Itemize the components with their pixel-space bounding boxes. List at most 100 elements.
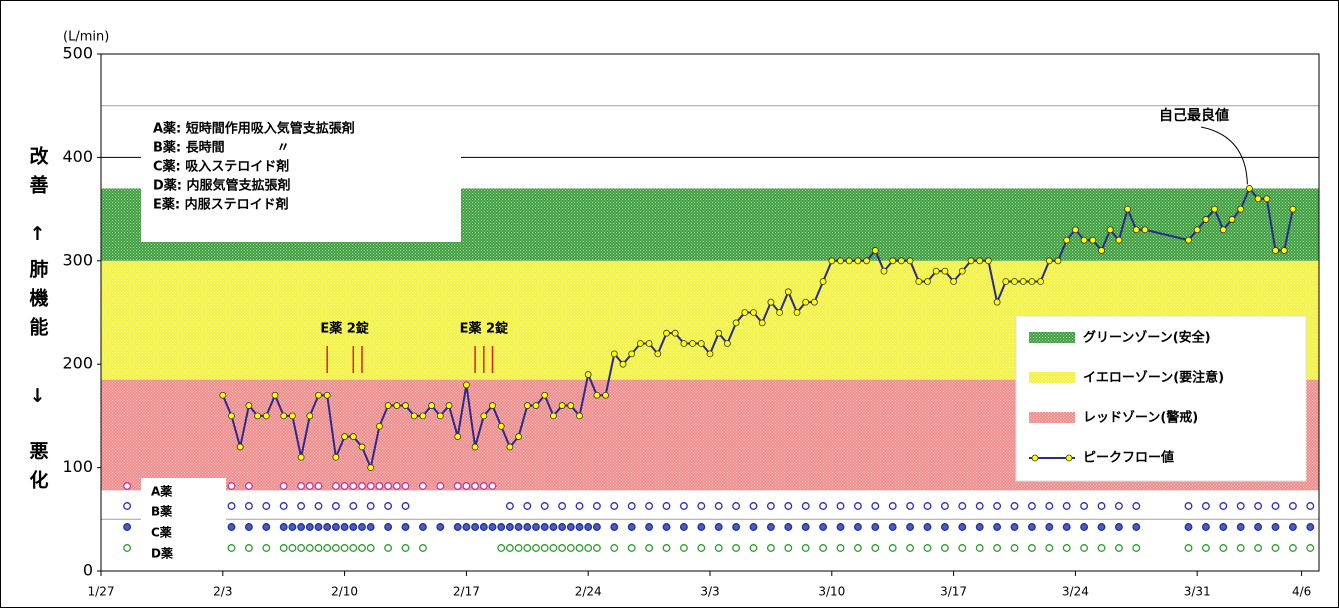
medication-dot [1097, 502, 1106, 510]
series-marker [1028, 278, 1036, 285]
medication-dot [714, 544, 723, 552]
medication-dot [1201, 502, 1210, 510]
medication-dot [801, 523, 810, 531]
medication-dot [479, 523, 488, 531]
x-tick-label: 2/17 [453, 585, 480, 599]
medication-dot [523, 544, 532, 552]
medication-dot [697, 523, 706, 531]
medication-dot [784, 544, 793, 552]
series-marker [950, 278, 957, 285]
medication-dot [923, 502, 932, 510]
medication-dot [1219, 502, 1228, 510]
series-marker [645, 340, 653, 347]
series-marker [697, 340, 705, 347]
series-marker [915, 278, 923, 285]
medication-dot [331, 544, 340, 552]
medication-dot [923, 523, 932, 531]
medication-dot [819, 544, 828, 552]
medication-dot [558, 523, 567, 531]
medication-dot [662, 502, 671, 510]
legend-label: レッドゾーン(警戒) [1083, 410, 1198, 426]
medication-dot [871, 523, 880, 531]
medication-dot [244, 523, 253, 531]
series-marker [297, 453, 305, 461]
medication-dot [1045, 523, 1054, 531]
medication-dot [297, 523, 306, 531]
y-tick-label: 0 [83, 561, 93, 580]
medication-dot [1080, 502, 1089, 510]
series-marker [1002, 278, 1010, 285]
medication-dot [1254, 523, 1263, 531]
series-marker [523, 402, 531, 409]
medication-dot [1306, 544, 1315, 552]
series-marker [323, 391, 331, 399]
series-marker [985, 257, 992, 265]
medication-dot [540, 544, 549, 552]
medication-dot [323, 523, 332, 531]
y-tick-label: 200 [62, 354, 93, 373]
series-marker [489, 402, 496, 409]
medication-dot [1288, 544, 1297, 552]
medication-dot [523, 523, 532, 531]
medication-dot [1132, 523, 1141, 531]
series-marker [358, 443, 366, 451]
medication-dot [505, 544, 514, 552]
medication-dot [853, 544, 862, 552]
series-marker [828, 257, 836, 265]
series-marker [880, 267, 888, 275]
series-marker [306, 412, 314, 420]
medication-dot [505, 523, 514, 531]
series-marker [750, 309, 757, 316]
series-marker [332, 453, 340, 461]
medication-dot [1062, 523, 1071, 531]
series-marker [1037, 278, 1044, 285]
medication-dot [575, 523, 584, 531]
medication-dot [401, 482, 410, 490]
series-marker [1124, 205, 1131, 213]
medication-dot [1306, 523, 1315, 531]
series-marker [845, 257, 853, 265]
series-marker [1289, 205, 1297, 213]
medication-dot [1062, 544, 1071, 552]
medication-dot [549, 523, 558, 531]
medication-dot [923, 544, 932, 552]
row-label: B薬 [151, 504, 172, 519]
medication-dot [384, 502, 393, 510]
medication-dot [819, 523, 828, 531]
series-marker [680, 340, 688, 347]
medication-dot [340, 523, 349, 531]
note-text: B薬: 長時間 〃 [153, 140, 290, 156]
medication-dot [331, 482, 340, 490]
series-marker [758, 319, 766, 327]
series-marker [1185, 236, 1192, 244]
medication-dot [297, 544, 306, 552]
medication-dot [610, 502, 619, 510]
medication-dot [479, 482, 488, 490]
medication-dot [679, 502, 688, 510]
series-marker [254, 412, 262, 420]
x-tick-label: 3/31 [1184, 585, 1211, 599]
medication-dot [697, 544, 706, 552]
legend-marker [1031, 454, 1039, 462]
medication-dot [592, 544, 601, 552]
medication-dot [558, 544, 567, 552]
series-marker [837, 257, 844, 265]
y-tick-label: 100 [62, 457, 93, 476]
legend-label: イエローゾーン(要注意) [1083, 370, 1224, 386]
medication-dot [888, 523, 897, 531]
medication-dot [453, 523, 462, 531]
series-marker [932, 267, 940, 275]
medication-dot [801, 544, 810, 552]
medication-dot [1062, 502, 1071, 510]
medication-dot [575, 502, 584, 510]
medication-dot [679, 544, 688, 552]
medication-dot [566, 523, 575, 531]
series-marker [550, 412, 557, 420]
series-marker [610, 350, 618, 358]
medication-dot [871, 544, 880, 552]
medication-dot [1080, 523, 1089, 531]
series-marker [776, 309, 783, 316]
series-marker [1115, 236, 1123, 244]
series-marker [1019, 278, 1027, 285]
